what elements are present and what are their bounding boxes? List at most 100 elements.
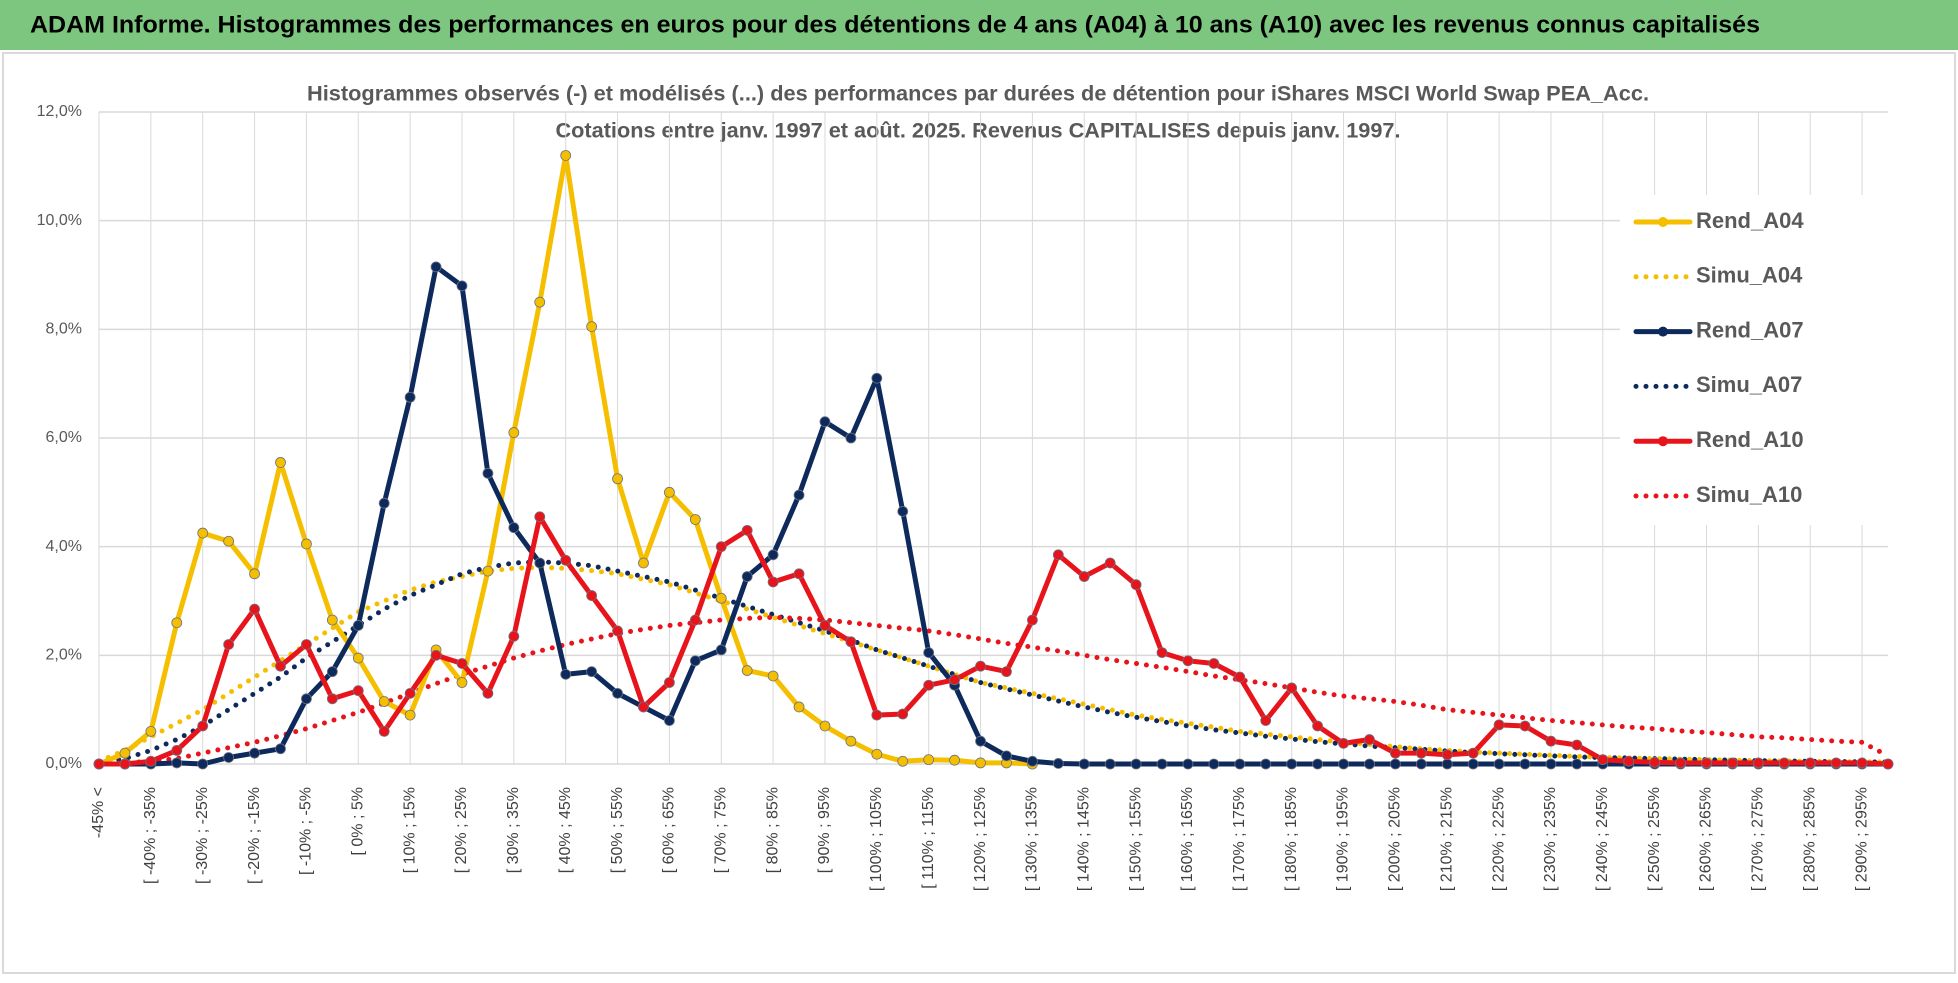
point bbox=[923, 647, 935, 659]
point bbox=[508, 522, 520, 534]
point bbox=[664, 677, 675, 688]
point bbox=[119, 758, 131, 770]
point bbox=[1130, 579, 1142, 591]
point bbox=[793, 489, 805, 501]
point bbox=[741, 524, 753, 536]
point bbox=[689, 514, 701, 525]
point bbox=[1727, 757, 1738, 769]
y-tick-label: 4,0% bbox=[46, 538, 82, 555]
model-line bbox=[96, 614, 1891, 767]
point bbox=[923, 754, 935, 766]
x-tick-label: [ 100% ; 105% bbox=[868, 787, 885, 891]
point bbox=[378, 497, 390, 509]
point bbox=[638, 557, 649, 569]
point bbox=[378, 726, 390, 737]
y-tick-label: 0,0% bbox=[46, 755, 82, 772]
x-tick-label: [ 20% ; 25% bbox=[453, 787, 470, 873]
point bbox=[1804, 757, 1816, 769]
point bbox=[1130, 758, 1142, 770]
point bbox=[1208, 758, 1220, 770]
x-tick-label: [ 80% ; 85% bbox=[764, 787, 781, 873]
point bbox=[1519, 720, 1531, 732]
observed-line bbox=[96, 514, 1891, 767]
point bbox=[456, 677, 468, 688]
x-tick-label: [ 160% ; 165% bbox=[1179, 787, 1196, 891]
chart-title: Histogrammes observés (-) et modélisés (… bbox=[307, 83, 1649, 106]
point bbox=[1286, 682, 1298, 694]
point bbox=[1001, 666, 1012, 678]
point bbox=[1493, 758, 1505, 770]
x-tick-label: [ 170% ; 175% bbox=[1231, 787, 1248, 891]
point bbox=[767, 576, 779, 588]
point bbox=[819, 720, 831, 732]
point bbox=[456, 280, 468, 292]
header-bar bbox=[0, 0, 1958, 50]
point bbox=[923, 679, 935, 691]
point bbox=[1701, 757, 1712, 769]
point bbox=[845, 432, 857, 444]
point bbox=[586, 590, 598, 601]
point bbox=[1078, 571, 1090, 582]
point bbox=[975, 735, 986, 747]
point bbox=[326, 614, 338, 626]
point bbox=[404, 687, 416, 699]
point bbox=[1545, 758, 1557, 770]
y-tick-label: 8,0% bbox=[46, 321, 82, 338]
point bbox=[871, 372, 883, 384]
point bbox=[560, 150, 572, 161]
point bbox=[1571, 739, 1583, 751]
point bbox=[326, 666, 338, 678]
point bbox=[897, 708, 909, 720]
x-tick-label: [ 140% ; 145% bbox=[1075, 787, 1092, 891]
point bbox=[1778, 757, 1790, 769]
point bbox=[897, 505, 909, 517]
chart-frame bbox=[2, 52, 1956, 974]
point bbox=[430, 649, 442, 661]
y-tick-label: 6,0% bbox=[46, 429, 82, 446]
point bbox=[1156, 758, 1168, 770]
x-tick-label: [ 130% ; 135% bbox=[1024, 787, 1041, 891]
x-tick-label: [ 60% ; 65% bbox=[661, 787, 678, 873]
point bbox=[1597, 754, 1609, 766]
point bbox=[664, 486, 675, 498]
point bbox=[638, 701, 649, 713]
point bbox=[767, 670, 779, 682]
point bbox=[1338, 758, 1349, 770]
legend-label: Simu_A07 bbox=[1696, 372, 1802, 397]
point bbox=[560, 668, 572, 680]
legend-marker bbox=[1658, 326, 1668, 337]
point bbox=[1623, 755, 1635, 767]
x-tick-label: [ 190% ; 195% bbox=[1335, 787, 1352, 891]
point bbox=[1001, 750, 1012, 762]
point bbox=[1545, 735, 1557, 747]
point bbox=[326, 693, 338, 705]
point bbox=[145, 726, 157, 737]
point bbox=[975, 660, 986, 672]
point bbox=[301, 639, 312, 650]
point bbox=[845, 636, 857, 648]
point bbox=[612, 625, 623, 637]
point bbox=[352, 620, 364, 631]
point bbox=[586, 666, 598, 678]
point bbox=[249, 603, 260, 615]
point bbox=[1312, 758, 1323, 770]
x-tick-label: [ 150% ; 155% bbox=[1127, 787, 1144, 891]
legend-label: Rend_A04 bbox=[1696, 208, 1804, 233]
point bbox=[793, 701, 805, 713]
point bbox=[1364, 758, 1375, 770]
point bbox=[404, 709, 416, 721]
point bbox=[534, 296, 546, 308]
point bbox=[1208, 658, 1220, 669]
point bbox=[1389, 747, 1401, 759]
page-title: ADAM Informe. Histogrammes des performan… bbox=[30, 11, 1760, 38]
point bbox=[482, 565, 494, 577]
y-tick-label: 2,0% bbox=[46, 647, 82, 664]
observed-line bbox=[96, 264, 1891, 767]
point bbox=[223, 639, 235, 650]
point bbox=[1182, 655, 1194, 667]
point bbox=[715, 541, 727, 553]
x-tick-label: [ 110% ; 115% bbox=[920, 787, 937, 889]
point bbox=[197, 527, 209, 539]
point bbox=[1415, 758, 1427, 770]
point bbox=[508, 427, 520, 438]
